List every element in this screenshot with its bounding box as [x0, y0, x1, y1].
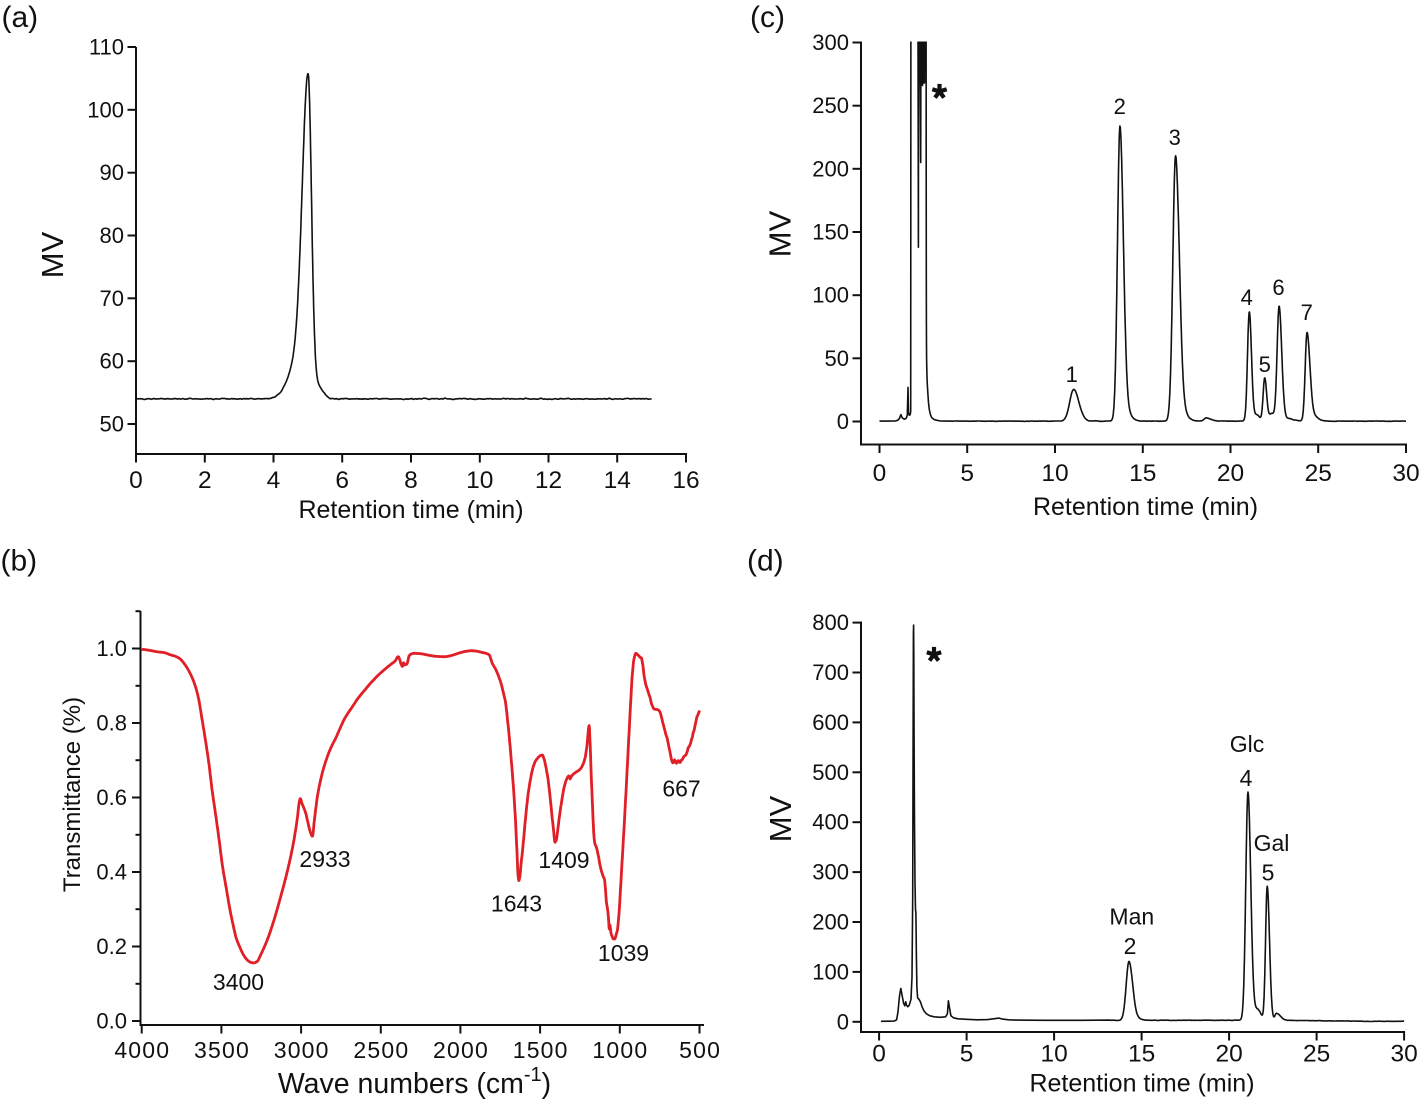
- svg-text:20: 20: [1217, 460, 1244, 487]
- svg-text:667: 667: [662, 776, 700, 802]
- svg-text:25: 25: [1303, 1041, 1330, 1068]
- svg-text:1: 1: [1066, 362, 1078, 387]
- svg-text:2: 2: [1114, 94, 1126, 119]
- svg-text:Retention time (min): Retention time (min): [1033, 493, 1258, 521]
- svg-text:4: 4: [1240, 765, 1253, 791]
- svg-text:600: 600: [812, 710, 849, 735]
- svg-text:0: 0: [837, 409, 849, 434]
- svg-text:1643: 1643: [491, 891, 542, 917]
- svg-text:(d): (d): [747, 545, 784, 578]
- svg-text:80: 80: [100, 223, 124, 248]
- svg-text:15: 15: [1129, 460, 1156, 487]
- svg-text:400: 400: [812, 810, 849, 835]
- svg-text:100: 100: [812, 283, 849, 308]
- svg-text:Gal: Gal: [1254, 830, 1290, 856]
- svg-text:0.8: 0.8: [96, 711, 127, 736]
- svg-text:5: 5: [1262, 860, 1275, 886]
- svg-text:0.0: 0.0: [96, 1009, 127, 1034]
- svg-text:Wave numbers (cm-1): Wave numbers (cm-1): [278, 1064, 551, 1100]
- svg-text:0: 0: [873, 460, 887, 487]
- svg-text:60: 60: [100, 349, 124, 374]
- svg-text:16: 16: [672, 467, 699, 494]
- svg-text:0: 0: [837, 1009, 849, 1034]
- svg-text:50: 50: [825, 346, 849, 371]
- svg-text:110: 110: [89, 35, 124, 60]
- svg-text:300: 300: [812, 860, 849, 885]
- svg-text:Glc: Glc: [1230, 731, 1265, 757]
- svg-text:10: 10: [466, 467, 493, 494]
- svg-text:20: 20: [1215, 1041, 1242, 1068]
- svg-text:MV: MV: [763, 210, 798, 257]
- svg-text:10: 10: [1041, 460, 1068, 487]
- svg-text:2000: 2000: [433, 1037, 489, 1063]
- svg-text:6: 6: [335, 467, 349, 494]
- svg-text:300: 300: [812, 30, 849, 55]
- svg-text:150: 150: [812, 220, 849, 245]
- svg-text:1039: 1039: [598, 940, 649, 966]
- svg-text:3000: 3000: [274, 1037, 330, 1063]
- svg-text:8: 8: [404, 467, 418, 494]
- svg-text:3500: 3500: [194, 1037, 250, 1063]
- svg-text:2: 2: [198, 467, 212, 494]
- svg-text:1409: 1409: [538, 847, 589, 873]
- svg-text:12: 12: [535, 467, 562, 494]
- svg-text:30: 30: [1392, 460, 1419, 487]
- svg-text:800: 800: [812, 610, 849, 635]
- svg-text:100: 100: [812, 959, 849, 984]
- svg-text:2933: 2933: [299, 846, 350, 872]
- svg-text:50: 50: [100, 412, 124, 437]
- svg-text:5: 5: [960, 460, 974, 487]
- svg-text:Retention time (min): Retention time (min): [1029, 1070, 1254, 1098]
- svg-text:700: 700: [812, 660, 849, 685]
- svg-text:10: 10: [1040, 1041, 1067, 1068]
- svg-text:7: 7: [1301, 300, 1313, 325]
- svg-text:2: 2: [1124, 933, 1137, 959]
- svg-text:500: 500: [679, 1037, 721, 1063]
- svg-text:5: 5: [960, 1041, 974, 1068]
- svg-text:15: 15: [1128, 1041, 1155, 1068]
- svg-text:(a): (a): [2, 1, 39, 34]
- svg-text:5: 5: [1259, 352, 1271, 377]
- svg-text:1000: 1000: [592, 1037, 648, 1063]
- svg-text:2500: 2500: [353, 1037, 409, 1063]
- svg-text:0.6: 0.6: [96, 785, 127, 810]
- svg-text:Transmittance (%): Transmittance (%): [59, 697, 86, 892]
- svg-text:3400: 3400: [213, 969, 264, 995]
- svg-text:100: 100: [87, 97, 124, 122]
- svg-text:90: 90: [100, 160, 124, 185]
- svg-text:3: 3: [1169, 125, 1181, 150]
- svg-text:0.4: 0.4: [96, 860, 127, 885]
- svg-text:(c): (c): [750, 1, 785, 34]
- svg-text:Man: Man: [1109, 904, 1154, 930]
- svg-text:70: 70: [100, 286, 124, 311]
- svg-text:MV: MV: [763, 795, 798, 842]
- svg-text:Retention time (min): Retention time (min): [298, 496, 523, 524]
- svg-text:250: 250: [812, 93, 849, 118]
- svg-text:1.0: 1.0: [96, 636, 127, 661]
- svg-text:6: 6: [1272, 275, 1284, 300]
- svg-text:4: 4: [1241, 285, 1253, 310]
- svg-text:25: 25: [1305, 460, 1332, 487]
- svg-text:4000: 4000: [114, 1037, 170, 1063]
- svg-text:MV: MV: [35, 231, 70, 278]
- svg-text:200: 200: [812, 156, 849, 181]
- svg-text:14: 14: [604, 467, 631, 494]
- svg-text:0.2: 0.2: [96, 934, 127, 959]
- svg-text:(b): (b): [1, 545, 38, 578]
- svg-text:200: 200: [812, 910, 849, 935]
- svg-text:0: 0: [129, 467, 143, 494]
- svg-text:500: 500: [812, 760, 849, 785]
- svg-text:1500: 1500: [513, 1037, 569, 1063]
- svg-text:0: 0: [872, 1041, 886, 1068]
- svg-text:30: 30: [1390, 1041, 1417, 1068]
- svg-text:4: 4: [267, 467, 281, 494]
